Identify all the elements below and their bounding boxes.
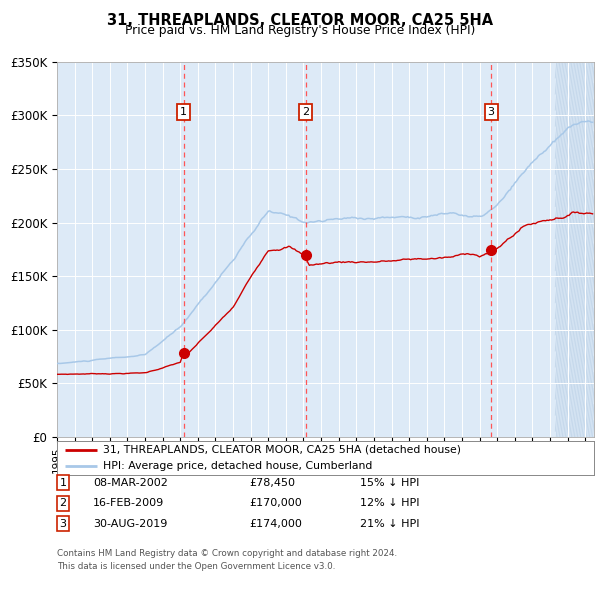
Text: 31, THREAPLANDS, CLEATOR MOOR, CA25 5HA: 31, THREAPLANDS, CLEATOR MOOR, CA25 5HA [107, 13, 493, 28]
Bar [555, 62, 594, 437]
Text: 1: 1 [59, 478, 67, 487]
Text: 12% ↓ HPI: 12% ↓ HPI [360, 499, 419, 508]
Text: 31, THREAPLANDS, CLEATOR MOOR, CA25 5HA (detached house): 31, THREAPLANDS, CLEATOR MOOR, CA25 5HA … [103, 445, 461, 455]
Text: 1: 1 [180, 107, 187, 117]
Text: £174,000: £174,000 [249, 519, 302, 529]
Text: £170,000: £170,000 [249, 499, 302, 508]
Text: 30-AUG-2019: 30-AUG-2019 [93, 519, 167, 529]
Text: 21% ↓ HPI: 21% ↓ HPI [360, 519, 419, 529]
Text: £78,450: £78,450 [249, 478, 295, 487]
Text: This data is licensed under the Open Government Licence v3.0.: This data is licensed under the Open Gov… [57, 562, 335, 571]
Text: Contains HM Land Registry data © Crown copyright and database right 2024.: Contains HM Land Registry data © Crown c… [57, 549, 397, 558]
Text: HPI: Average price, detached house, Cumberland: HPI: Average price, detached house, Cumb… [103, 461, 372, 471]
Text: 2: 2 [59, 499, 67, 508]
Text: 3: 3 [59, 519, 67, 529]
Text: 2: 2 [302, 107, 309, 117]
Text: Price paid vs. HM Land Registry's House Price Index (HPI): Price paid vs. HM Land Registry's House … [125, 24, 475, 37]
Text: 08-MAR-2002: 08-MAR-2002 [93, 478, 168, 487]
Text: 15% ↓ HPI: 15% ↓ HPI [360, 478, 419, 487]
Text: 3: 3 [488, 107, 494, 117]
Text: 16-FEB-2009: 16-FEB-2009 [93, 499, 164, 508]
